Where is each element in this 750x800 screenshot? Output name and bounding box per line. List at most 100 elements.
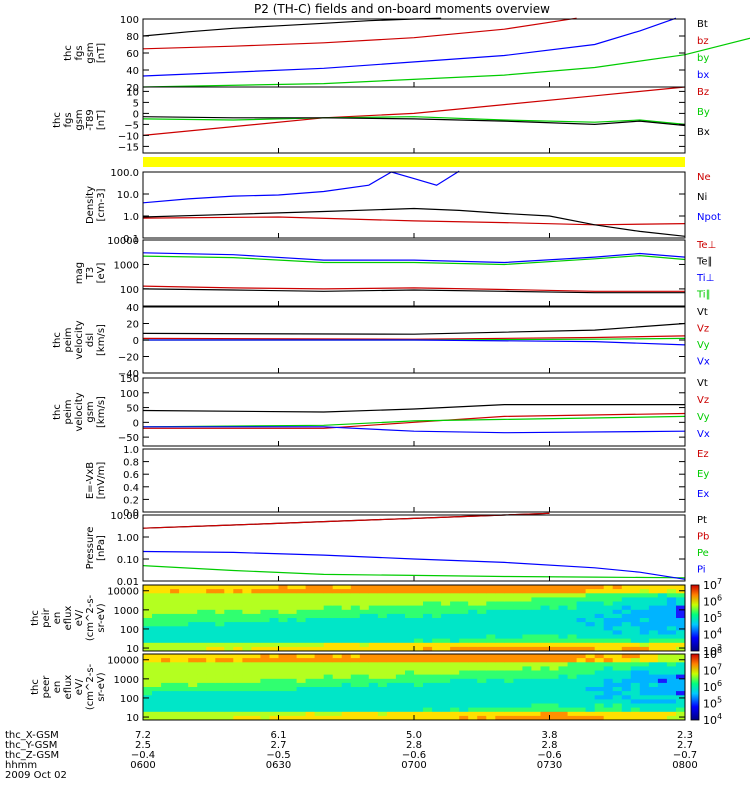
heatmap-cell (477, 613, 487, 619)
heatmap-cell (215, 707, 225, 713)
heatmap-cell (513, 605, 523, 611)
heatmap-cell (612, 678, 623, 684)
y-axis-label: mag (74, 262, 85, 284)
colorbar-tick-label: 105 (703, 696, 722, 711)
heatmap-cell (459, 711, 469, 717)
heatmap-cell (585, 674, 596, 680)
heatmap-cell (269, 654, 279, 659)
heatmap-cell (594, 703, 605, 709)
heatmap-cell (639, 642, 650, 648)
heatmap-cell (522, 618, 532, 623)
heatmap-cell (179, 691, 189, 696)
heatmap-cell (269, 589, 279, 594)
heatmap-cell (441, 658, 451, 663)
series-line-ni (142, 207, 686, 237)
heatmap-cell (540, 597, 550, 602)
heatmap-cell (486, 695, 496, 700)
heatmap-cell (278, 654, 288, 659)
heatmap-cell (395, 585, 406, 590)
heatmap-cell (585, 597, 596, 602)
heatmap-cell (233, 597, 243, 602)
legend-bx: Bx (697, 127, 710, 138)
heatmap-cell (224, 703, 234, 709)
heatmap-cell (269, 585, 279, 590)
heatmap-cell (504, 682, 514, 688)
heatmap-cell (269, 622, 279, 627)
heatmap-cell (603, 618, 614, 623)
heatmap-cell (359, 622, 370, 627)
heatmap-cell (513, 687, 523, 692)
heatmap-cell (251, 687, 261, 692)
heatmap-cell (594, 597, 605, 602)
series-line-vz (142, 335, 686, 340)
heatmap-cell (260, 687, 270, 692)
heatmap-cell (179, 622, 189, 627)
heatmap-cell (540, 658, 550, 663)
heatmap-cell (332, 691, 343, 696)
heatmap-cell (269, 609, 279, 615)
heatmap-cell (260, 703, 270, 709)
y-tick-label: 0.10 (117, 555, 139, 566)
heatmap-cell (504, 618, 514, 623)
y-tick-label: 1.0 (123, 212, 139, 223)
x-tick-label: −0.6 (402, 750, 426, 761)
y-tick-label: 10 (126, 713, 139, 724)
heatmap-cell (648, 699, 659, 704)
heatmap-cell (206, 715, 216, 721)
heatmap-cell (197, 707, 207, 713)
heatmap-cell (612, 630, 623, 635)
heatmap-cell (215, 699, 225, 704)
heatmap-cell (206, 678, 216, 684)
heatmap-cell (296, 626, 307, 631)
heatmap-cell (350, 613, 361, 619)
heatmap-cell (314, 609, 325, 615)
heatmap-cell (170, 597, 180, 602)
heatmap-cell (224, 695, 234, 700)
heatmap-cell (621, 638, 632, 644)
heatmap-cell (287, 613, 297, 619)
heatmap-cell (314, 634, 325, 640)
heatmap-cell (621, 691, 632, 696)
legend-bx: bx (697, 70, 709, 81)
heatmap-cell (215, 687, 225, 692)
heatmap-cell (405, 589, 415, 594)
heatmap-cell (648, 646, 659, 652)
heatmap-cell (612, 622, 623, 627)
heatmap-cell (657, 666, 668, 671)
heatmap-cell (368, 634, 379, 640)
heatmap-cell (332, 695, 343, 700)
heatmap-cell (522, 646, 532, 652)
heatmap-cell (405, 634, 415, 640)
heatmap-cell (504, 687, 514, 692)
heatmap-cell (621, 605, 632, 611)
heatmap-cell (639, 691, 650, 696)
heatmap-cell (287, 654, 297, 659)
heatmap-cell (567, 630, 578, 635)
y-tick-label: 0.4 (123, 483, 139, 494)
heatmap-cell (386, 613, 397, 619)
y-tick-label: 10 (126, 644, 139, 655)
heatmap-cell (495, 678, 505, 684)
heatmap-cell (386, 670, 397, 676)
heatmap-cell (558, 622, 568, 627)
heatmap-cell (405, 597, 415, 602)
heatmap-cell (676, 642, 686, 648)
heatmap-cell (179, 618, 189, 623)
heatmap-cell (341, 715, 352, 721)
heatmap-cell (233, 605, 243, 611)
heatmap-cell (495, 613, 505, 619)
heatmap-cell (630, 691, 641, 696)
heatmap-cell (657, 622, 668, 627)
heatmap-cell (368, 622, 379, 627)
heatmap-cell (495, 670, 505, 676)
heatmap-cell (639, 589, 650, 594)
heatmap-cell (233, 687, 243, 692)
legend-pe: Pe (697, 548, 709, 559)
heatmap-cell (468, 622, 478, 627)
heatmap-cell (495, 695, 505, 700)
heatmap-cell (341, 682, 352, 688)
heatmap-cell (567, 715, 578, 721)
heatmap-cell (657, 593, 668, 598)
heatmap-cell (522, 642, 532, 648)
